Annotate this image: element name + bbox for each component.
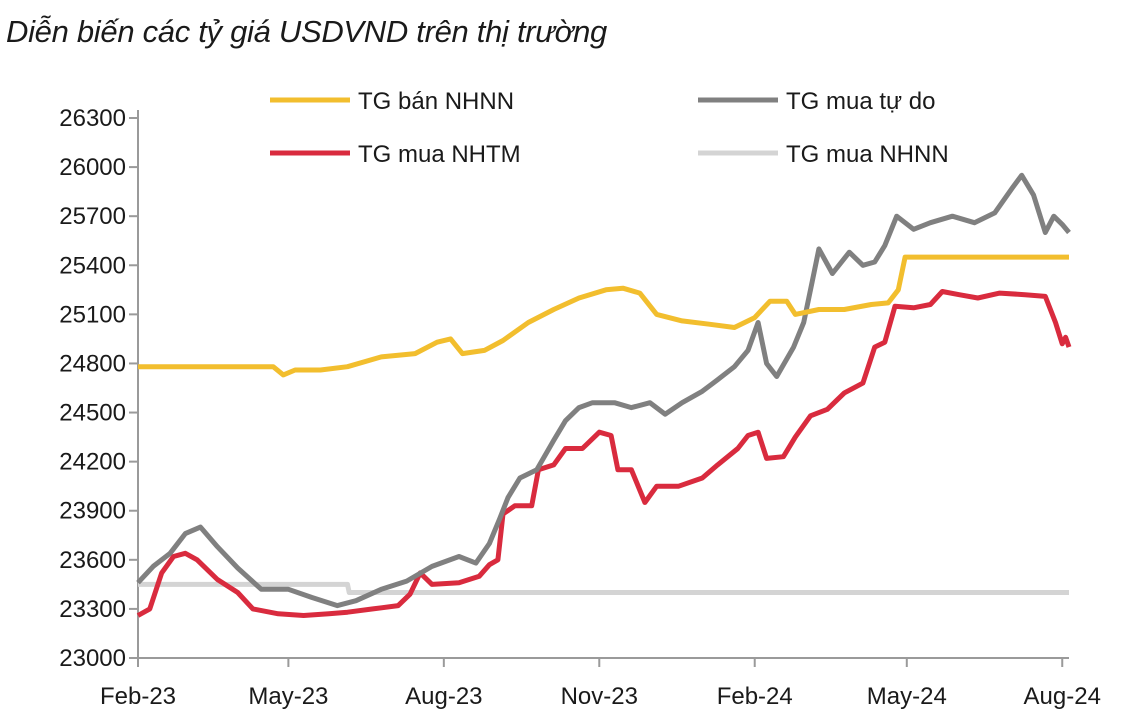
y-tick-label: 24800 (59, 350, 126, 377)
y-tick-label: 25400 (59, 252, 126, 279)
legend-label: TG bán NHNN (358, 88, 514, 115)
legend-item-tg-mua-tu-do: TG mua tự do (698, 88, 935, 115)
legend: TG bán NHNN TG mua tự do TG mua NHTM TG mua… (270, 88, 949, 168)
y-tick-label: 25100 (59, 301, 126, 328)
x-tick-label: May-24 (867, 683, 947, 710)
y-tick-label: 23000 (59, 645, 126, 672)
x-tick-label: Nov-23 (561, 683, 638, 710)
legend-label: TG mua tự do (786, 88, 935, 115)
y-tick-label: 24200 (59, 449, 126, 476)
legend-label: TG mua NHNN (786, 141, 949, 168)
legend-item-tg-mua-nhtm: TG mua NHTM (270, 141, 521, 168)
legend-item-tg-ban-nhnn: TG bán NHNN (270, 88, 514, 115)
chart-title: Diễn biến các tỷ giá USDVND trên thị trư… (6, 14, 607, 49)
series-line-tg-mua-nhtm (136, 289, 1072, 618)
x-tick-label: Feb-24 (717, 683, 793, 710)
y-axis: 23000 23300 23600 23900 24200 24500 24800 25100… (59, 105, 139, 672)
series-line-tg-mua-nhnn (138, 581, 1069, 595)
x-tick-label: Feb-23 (100, 683, 176, 710)
series-line-tg-ban-nhnn (138, 254, 1069, 378)
series-line-tg-mua-tu-do (136, 172, 1071, 609)
series-layer (136, 172, 1072, 618)
x-tick-label: Aug-24 (1024, 683, 1101, 710)
y-tick-label: 26000 (59, 154, 126, 181)
y-tick-label: 26300 (59, 105, 126, 132)
y-tick-label: 24500 (59, 400, 126, 427)
y-tick-label: 23300 (59, 596, 126, 623)
y-tick-label: 23600 (59, 547, 126, 574)
x-tick-label: May-23 (248, 683, 328, 710)
legend-item-tg-mua-nhnn: TG mua NHNN (698, 141, 949, 168)
x-tick-label: Aug-23 (405, 683, 482, 710)
y-tick-label: 25700 (59, 203, 126, 230)
x-axis: Feb-23 May-23 Aug-23 Nov-23 Feb-24 May-24 Aug-… (100, 657, 1101, 710)
legend-label: TG mua NHTM (358, 141, 521, 168)
y-tick-label: 23900 (59, 498, 126, 525)
